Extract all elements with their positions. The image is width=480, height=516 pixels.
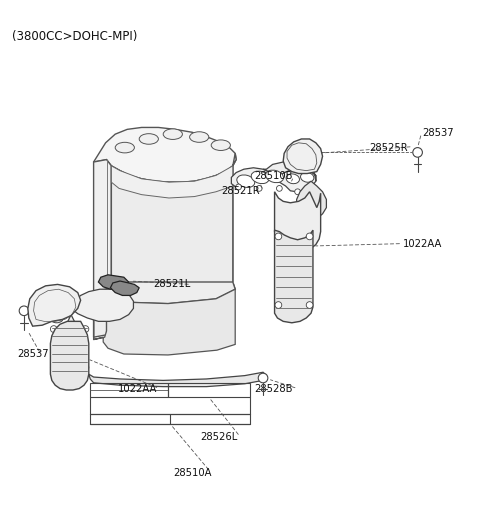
Circle shape	[236, 184, 241, 190]
Text: 28537: 28537	[422, 128, 454, 138]
Text: 28521L: 28521L	[154, 279, 191, 289]
Text: 28528B: 28528B	[254, 383, 293, 394]
Circle shape	[256, 186, 262, 191]
Polygon shape	[283, 139, 323, 173]
Circle shape	[295, 189, 300, 195]
Circle shape	[82, 364, 89, 371]
Ellipse shape	[190, 132, 209, 142]
Text: 28510A: 28510A	[173, 468, 211, 478]
Polygon shape	[89, 372, 266, 386]
Polygon shape	[111, 153, 236, 303]
Polygon shape	[263, 162, 316, 181]
Ellipse shape	[237, 175, 255, 187]
Circle shape	[306, 233, 313, 240]
Text: 1022AA: 1022AA	[403, 238, 443, 249]
Polygon shape	[28, 284, 81, 326]
Circle shape	[276, 186, 282, 191]
Polygon shape	[98, 275, 129, 289]
Polygon shape	[110, 281, 139, 296]
Polygon shape	[53, 315, 82, 368]
Ellipse shape	[50, 313, 63, 323]
Polygon shape	[275, 192, 321, 252]
Polygon shape	[94, 159, 111, 292]
Circle shape	[258, 373, 268, 383]
Ellipse shape	[265, 170, 284, 183]
Ellipse shape	[251, 171, 269, 184]
Text: 28510B: 28510B	[254, 171, 293, 182]
Ellipse shape	[42, 292, 59, 315]
Ellipse shape	[115, 142, 134, 153]
Text: 28525L: 28525L	[29, 301, 66, 311]
Polygon shape	[111, 166, 233, 198]
Ellipse shape	[139, 134, 158, 144]
Text: 28525R: 28525R	[370, 142, 408, 153]
Circle shape	[82, 326, 89, 332]
Polygon shape	[231, 168, 316, 192]
Circle shape	[413, 148, 422, 157]
Ellipse shape	[106, 294, 120, 313]
Circle shape	[312, 186, 317, 192]
Polygon shape	[297, 181, 326, 220]
Ellipse shape	[300, 172, 314, 182]
Ellipse shape	[211, 140, 230, 151]
Text: 1022AA: 1022AA	[118, 383, 157, 394]
Text: 28521R: 28521R	[221, 186, 259, 196]
Ellipse shape	[286, 174, 300, 184]
Polygon shape	[71, 289, 133, 321]
Polygon shape	[94, 282, 235, 337]
Polygon shape	[50, 321, 89, 390]
Circle shape	[275, 302, 282, 309]
Polygon shape	[275, 230, 313, 323]
Circle shape	[306, 302, 313, 309]
Polygon shape	[94, 127, 236, 182]
Circle shape	[50, 364, 57, 371]
Circle shape	[50, 326, 57, 332]
Text: 28537: 28537	[17, 349, 48, 359]
Polygon shape	[94, 289, 235, 355]
Text: 28526L: 28526L	[201, 431, 238, 442]
Circle shape	[275, 233, 282, 240]
Text: (3800CC>DOHC-MPI): (3800CC>DOHC-MPI)	[12, 30, 137, 43]
Ellipse shape	[163, 129, 182, 139]
Ellipse shape	[91, 293, 106, 312]
Ellipse shape	[77, 296, 91, 315]
Circle shape	[19, 306, 29, 316]
